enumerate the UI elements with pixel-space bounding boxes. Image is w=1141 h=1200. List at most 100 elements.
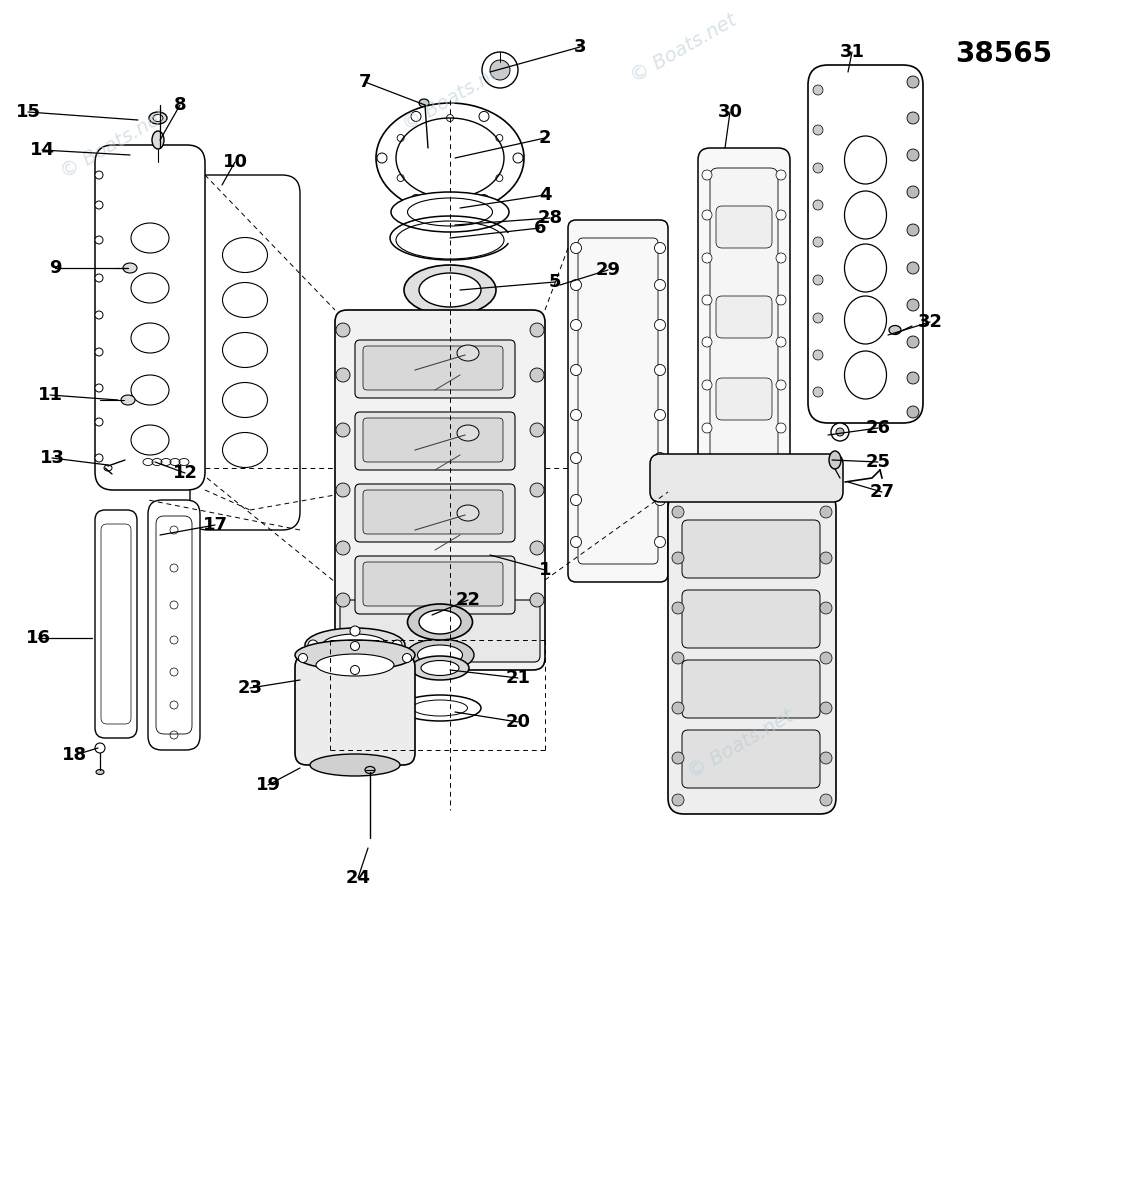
Circle shape: [820, 506, 832, 518]
Circle shape: [907, 76, 919, 88]
Ellipse shape: [419, 610, 461, 634]
FancyBboxPatch shape: [682, 520, 820, 578]
Circle shape: [479, 194, 489, 204]
Circle shape: [776, 170, 786, 180]
Circle shape: [672, 602, 683, 614]
Text: 28: 28: [537, 209, 563, 227]
Text: 19: 19: [256, 776, 281, 794]
Ellipse shape: [396, 118, 504, 198]
Ellipse shape: [153, 114, 163, 121]
Ellipse shape: [419, 272, 482, 307]
FancyBboxPatch shape: [717, 296, 772, 338]
Text: 14: 14: [30, 140, 55, 158]
Text: 11: 11: [38, 386, 63, 404]
Text: © Boats.net: © Boats.net: [685, 706, 798, 782]
Circle shape: [776, 210, 786, 220]
FancyBboxPatch shape: [156, 516, 192, 734]
Circle shape: [335, 422, 350, 437]
Circle shape: [907, 112, 919, 124]
Circle shape: [672, 652, 683, 664]
FancyBboxPatch shape: [340, 600, 540, 662]
FancyBboxPatch shape: [578, 238, 658, 564]
Circle shape: [655, 280, 665, 290]
Circle shape: [335, 323, 350, 337]
Circle shape: [672, 506, 683, 518]
Text: © Boats.net: © Boats.net: [57, 106, 170, 182]
Circle shape: [776, 422, 786, 433]
Ellipse shape: [844, 244, 887, 292]
Circle shape: [702, 170, 712, 180]
Circle shape: [776, 295, 786, 305]
Circle shape: [489, 60, 510, 80]
Circle shape: [570, 452, 582, 463]
Circle shape: [570, 494, 582, 505]
Circle shape: [672, 752, 683, 764]
Ellipse shape: [844, 296, 887, 344]
Circle shape: [335, 368, 350, 382]
Circle shape: [836, 428, 844, 436]
Ellipse shape: [419, 98, 429, 107]
Text: 20: 20: [505, 713, 531, 731]
FancyBboxPatch shape: [363, 346, 503, 390]
Text: 5: 5: [549, 272, 561, 290]
Ellipse shape: [411, 656, 469, 680]
FancyBboxPatch shape: [191, 175, 300, 530]
Circle shape: [820, 552, 832, 564]
Ellipse shape: [844, 350, 887, 398]
Circle shape: [377, 152, 387, 163]
Circle shape: [411, 194, 421, 204]
Text: 4: 4: [539, 186, 551, 204]
Circle shape: [531, 368, 544, 382]
Ellipse shape: [391, 192, 509, 232]
Circle shape: [299, 654, 308, 662]
Circle shape: [350, 654, 361, 664]
Text: 10: 10: [222, 152, 248, 170]
Ellipse shape: [365, 767, 375, 774]
Ellipse shape: [222, 432, 267, 468]
Ellipse shape: [458, 346, 479, 361]
Circle shape: [907, 224, 919, 236]
Circle shape: [814, 85, 823, 95]
Circle shape: [672, 702, 683, 714]
Circle shape: [531, 422, 544, 437]
Circle shape: [820, 652, 832, 664]
Circle shape: [907, 406, 919, 418]
FancyBboxPatch shape: [682, 660, 820, 718]
Ellipse shape: [131, 374, 169, 404]
Circle shape: [335, 482, 350, 497]
Ellipse shape: [407, 604, 472, 640]
Ellipse shape: [131, 425, 169, 455]
Ellipse shape: [121, 395, 135, 404]
Ellipse shape: [458, 505, 479, 521]
Circle shape: [403, 654, 412, 662]
Circle shape: [95, 348, 103, 356]
FancyBboxPatch shape: [335, 310, 545, 670]
FancyBboxPatch shape: [363, 562, 503, 606]
Circle shape: [350, 642, 359, 650]
Circle shape: [820, 752, 832, 764]
Circle shape: [570, 365, 582, 376]
Ellipse shape: [305, 628, 405, 662]
FancyBboxPatch shape: [296, 655, 415, 766]
Ellipse shape: [96, 769, 104, 774]
FancyBboxPatch shape: [667, 492, 836, 814]
Ellipse shape: [131, 323, 169, 353]
Circle shape: [570, 409, 582, 420]
FancyBboxPatch shape: [148, 500, 200, 750]
Circle shape: [814, 275, 823, 284]
Circle shape: [308, 640, 318, 650]
FancyBboxPatch shape: [710, 168, 778, 460]
FancyBboxPatch shape: [355, 340, 515, 398]
Circle shape: [907, 262, 919, 274]
Ellipse shape: [377, 103, 524, 214]
Ellipse shape: [458, 425, 479, 440]
Circle shape: [814, 163, 823, 173]
Circle shape: [393, 640, 402, 650]
Text: © Boats.net: © Boats.net: [628, 10, 741, 86]
Circle shape: [814, 236, 823, 247]
Text: 17: 17: [202, 516, 227, 534]
Circle shape: [702, 253, 712, 263]
FancyBboxPatch shape: [355, 484, 515, 542]
Text: 3: 3: [574, 38, 586, 56]
Ellipse shape: [830, 451, 841, 469]
